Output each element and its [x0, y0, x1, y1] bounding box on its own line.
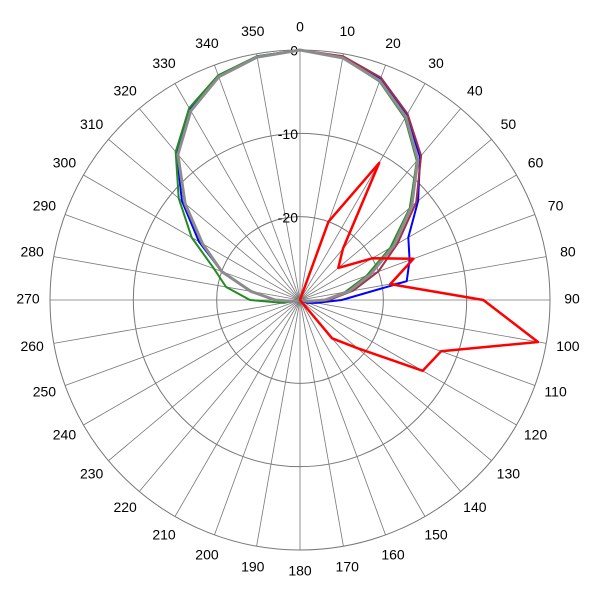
radial-label: -10 — [278, 126, 298, 142]
angle-label: 80 — [560, 243, 576, 259]
spoke — [214, 64, 301, 301]
angle-label: 340 — [195, 35, 219, 51]
angle-label: 150 — [424, 526, 448, 542]
angle-label: 330 — [152, 55, 176, 71]
angle-label: 190 — [241, 559, 265, 575]
spoke — [83, 299, 301, 426]
angle-label: 70 — [548, 198, 564, 214]
angle-label: 140 — [463, 499, 487, 515]
spoke — [299, 299, 426, 517]
spoke — [138, 108, 301, 301]
radial-label: -20 — [278, 209, 298, 225]
angle-label: 320 — [113, 82, 137, 98]
angle-label: 240 — [53, 427, 77, 443]
spoke — [214, 299, 301, 536]
pattern-line — [298, 161, 540, 373]
spoke — [256, 53, 301, 301]
angle-label: 200 — [195, 546, 219, 562]
angle-label: 310 — [80, 116, 104, 132]
angle-label: 0 — [296, 19, 304, 35]
angle-label: 250 — [33, 384, 57, 400]
angle-label: 110 — [544, 384, 567, 400]
spoke — [138, 299, 301, 492]
angle-label: 130 — [497, 466, 521, 482]
angle-label: 210 — [152, 526, 176, 542]
angle-label: 230 — [80, 466, 104, 482]
spoke — [64, 214, 301, 301]
angle-label: 40 — [467, 82, 483, 98]
spoke — [108, 138, 301, 301]
angle-label: 280 — [20, 243, 44, 259]
spoke — [108, 299, 301, 462]
spoke — [299, 83, 426, 301]
angle-label: 180 — [288, 563, 312, 579]
spoke — [299, 108, 462, 301]
spoke — [174, 83, 301, 301]
angle-label: 90 — [564, 291, 580, 307]
pattern-line — [176, 48, 420, 303]
angle-label: 270 — [16, 291, 40, 307]
spoke — [299, 299, 536, 386]
angle-label: 20 — [385, 35, 401, 51]
spoke — [299, 138, 492, 301]
angle-label: 50 — [501, 116, 517, 132]
spoke — [299, 299, 492, 462]
spoke — [299, 299, 547, 344]
angle-label: 220 — [113, 499, 137, 515]
spoke — [299, 299, 386, 536]
angle-label: 290 — [33, 198, 57, 214]
angle-label: 160 — [381, 546, 405, 562]
spoke — [299, 299, 344, 547]
angle-label: 300 — [53, 155, 77, 171]
spoke — [256, 299, 301, 547]
angle-label: 100 — [556, 338, 580, 354]
angle-label: 260 — [20, 338, 44, 354]
angle-label: 60 — [528, 155, 544, 171]
angle-label: 120 — [524, 427, 548, 443]
ring — [216, 216, 384, 384]
spoke — [174, 299, 301, 517]
spoke — [299, 214, 536, 301]
spoke — [53, 299, 301, 344]
angle-label: 30 — [428, 55, 444, 71]
spoke — [299, 299, 517, 426]
pattern-line — [174, 49, 418, 304]
angle-label: 350 — [241, 23, 265, 39]
spoke — [64, 299, 301, 386]
angle-label: 10 — [339, 23, 355, 39]
ring — [132, 132, 468, 468]
spoke — [299, 53, 344, 301]
angle-label: 170 — [336, 559, 360, 575]
